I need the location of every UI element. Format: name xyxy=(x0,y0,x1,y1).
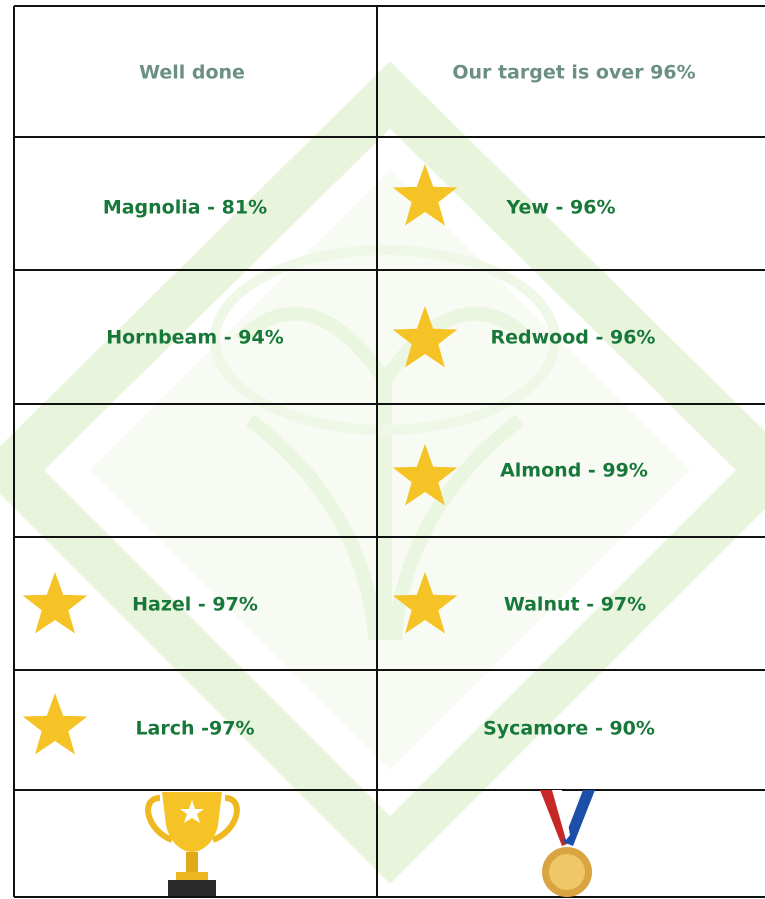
header-cell: Well done xyxy=(139,62,245,84)
cell: Hornbeam - 94% xyxy=(106,327,284,349)
trophy-icon xyxy=(148,792,237,896)
document: Well done Our target is over 96% Magnoli… xyxy=(0,0,765,899)
cell: Redwood - 96% xyxy=(491,327,656,349)
cell: Yew - 96% xyxy=(505,197,615,219)
star-icon xyxy=(23,693,88,755)
cell: Sycamore - 90% xyxy=(483,718,655,740)
cell: Larch -97% xyxy=(135,718,254,740)
cell: Hazel - 97% xyxy=(132,594,258,616)
medal-icon xyxy=(540,790,595,897)
cell: Almond - 99% xyxy=(500,460,648,482)
header-cell: Our target is over 96% xyxy=(452,62,695,84)
cell: Magnolia - 81% xyxy=(103,197,267,219)
cell: Walnut - 97% xyxy=(504,594,646,616)
page: Well done Our target is over 96% Magnoli… xyxy=(0,0,765,899)
star-icon xyxy=(23,572,88,634)
